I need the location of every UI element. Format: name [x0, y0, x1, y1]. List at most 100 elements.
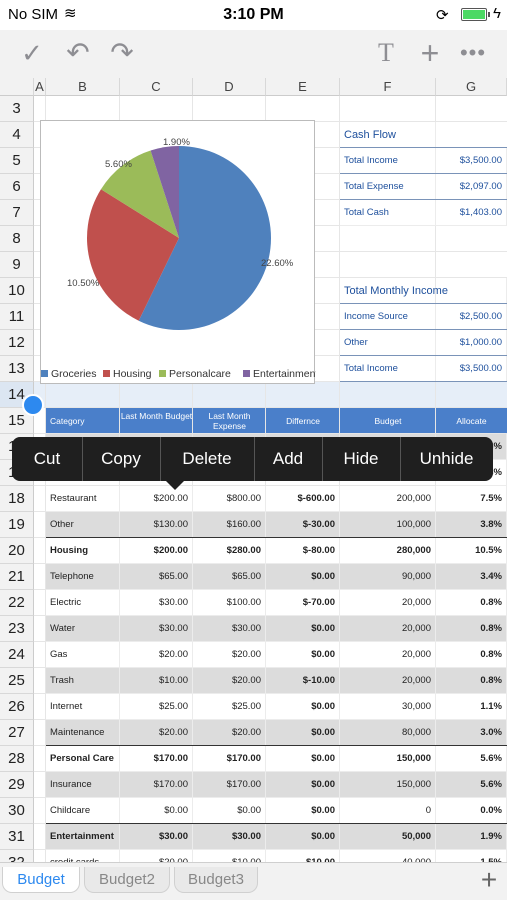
- table-cell-alloc[interactable]: 3.8%: [436, 512, 507, 538]
- column-header-a[interactable]: A: [34, 78, 46, 96]
- table-cell-cat[interactable]: Electric: [46, 590, 120, 616]
- pie-slice-housing[interactable]: [87, 189, 179, 321]
- table-cell-diff[interactable]: $0.00: [266, 564, 340, 590]
- table-cell-budget[interactable]: 20,000: [340, 616, 436, 642]
- table-cell-cat[interactable]: Entertainment: [46, 824, 120, 850]
- table-cell-diff[interactable]: $0.00: [266, 824, 340, 850]
- table-cell-diff[interactable]: $0.00: [266, 772, 340, 798]
- add-icon[interactable]: +: [420, 35, 440, 71]
- table-cell-alloc[interactable]: 0.8%: [436, 668, 507, 694]
- table-cell-lmb[interactable]: $170.00: [120, 746, 193, 772]
- table-cell-lmb[interactable]: $20.00: [120, 720, 193, 746]
- row-header-26[interactable]: 26: [0, 694, 34, 720]
- table-cell-alloc[interactable]: 5.6%: [436, 772, 507, 798]
- table-cell-lmb[interactable]: $10.00: [120, 668, 193, 694]
- table-cell-budget[interactable]: 20,000: [340, 590, 436, 616]
- row-header-18[interactable]: 18: [0, 486, 34, 512]
- table-cell-budget[interactable]: 80,000: [340, 720, 436, 746]
- table-cell-cat[interactable]: Water: [46, 616, 120, 642]
- menu-item-hide[interactable]: Hide: [343, 449, 379, 468]
- table-cell-budget[interactable]: 20,000: [340, 668, 436, 694]
- table-cell-diff[interactable]: $-600.00: [266, 486, 340, 512]
- table-cell-budget[interactable]: 150,000: [340, 746, 436, 772]
- row-header-29[interactable]: 29: [0, 772, 34, 798]
- table-cell-cat[interactable]: Personal Care: [46, 746, 120, 772]
- table-cell-lmb[interactable]: $200.00: [120, 538, 193, 564]
- table-cell-cat[interactable]: Restaurant: [46, 486, 120, 512]
- table-cell-lme[interactable]: $800.00: [193, 486, 266, 512]
- table-cell-diff[interactable]: $0.00: [266, 720, 340, 746]
- row-header-28[interactable]: 28: [0, 746, 34, 772]
- tab-budget3[interactable]: Budget3: [174, 867, 258, 893]
- table-cell-lme[interactable]: $25.00: [193, 694, 266, 720]
- table-cell-cat[interactable]: Housing: [46, 538, 120, 564]
- table-cell-cat[interactable]: Gas: [46, 642, 120, 668]
- table-cell-lme[interactable]: $20.00: [193, 668, 266, 694]
- row-header-9[interactable]: 9: [0, 252, 34, 278]
- table-cell-budget[interactable]: 30,000: [340, 694, 436, 720]
- table-cell-alloc[interactable]: 0.8%: [436, 590, 507, 616]
- table-cell-lme[interactable]: $170.00: [193, 746, 266, 772]
- row-header-20[interactable]: 20: [0, 538, 34, 564]
- table-cell-budget[interactable]: 50,000: [340, 824, 436, 850]
- row-header-13[interactable]: 13: [0, 356, 34, 382]
- table-cell-diff[interactable]: $-70.00: [266, 590, 340, 616]
- column-header-f[interactable]: F: [340, 78, 436, 96]
- table-cell-alloc[interactable]: 3.4%: [436, 564, 507, 590]
- pie-slice-entertainment[interactable]: [150, 146, 179, 238]
- table-cell-lmb[interactable]: $30.00: [120, 590, 193, 616]
- table-cell-alloc[interactable]: 7.5%: [436, 486, 507, 512]
- row-header-32[interactable]: 32: [0, 850, 34, 862]
- table-cell-alloc[interactable]: 1.9%: [436, 824, 507, 850]
- table-cell-lmb[interactable]: $65.00: [120, 564, 193, 590]
- row-header-30[interactable]: 30: [0, 798, 34, 824]
- table-cell-diff[interactable]: $0.00: [266, 746, 340, 772]
- table-cell-lmb[interactable]: $30.00: [120, 824, 193, 850]
- table-cell-diff[interactable]: $-10.00: [266, 668, 340, 694]
- undo-icon[interactable]: ↶: [66, 37, 90, 68]
- table-cell-budget[interactable]: 40,000: [340, 850, 436, 862]
- table-cell-cat[interactable]: Childcare: [46, 798, 120, 824]
- table-cell-lme[interactable]: $65.00: [193, 564, 266, 590]
- row-header-22[interactable]: 22: [0, 590, 34, 616]
- pie-slice-personalcare[interactable]: [100, 150, 179, 238]
- row-header-31[interactable]: 31: [0, 824, 34, 850]
- table-cell-diff[interactable]: $-30.00: [266, 512, 340, 538]
- table-cell-cat[interactable]: Maintenance: [46, 720, 120, 746]
- redo-icon[interactable]: ↷: [110, 37, 134, 68]
- table-cell-budget[interactable]: 0: [340, 798, 436, 824]
- row-header-6[interactable]: 6: [0, 174, 34, 200]
- table-cell-lme[interactable]: $30.00: [193, 824, 266, 850]
- menu-item-delete[interactable]: Delete: [182, 449, 232, 468]
- table-cell-lme[interactable]: $20.00: [193, 642, 266, 668]
- table-cell-lme[interactable]: $20.00: [193, 720, 266, 746]
- tab-budget2[interactable]: Budget2: [84, 867, 170, 893]
- format-text-icon[interactable]: T: [378, 38, 394, 67]
- column-header-e[interactable]: E: [266, 78, 340, 96]
- table-cell-cat[interactable]: Trash: [46, 668, 120, 694]
- table-cell-lmb[interactable]: $30.00: [120, 616, 193, 642]
- pie-chart[interactable]: 1.90% 5.60% 10.50% 22.60% Groceries Housing P…: [40, 120, 316, 384]
- column-header-c[interactable]: C: [120, 78, 193, 96]
- table-cell-lmb[interactable]: $20.00: [120, 850, 193, 862]
- table-cell-lme[interactable]: $30.00: [193, 616, 266, 642]
- tab-budget[interactable]: Budget: [2, 867, 80, 893]
- table-cell-diff[interactable]: $0.00: [266, 694, 340, 720]
- table-cell-diff[interactable]: $-80.00: [266, 538, 340, 564]
- table-cell-lme[interactable]: $160.00: [193, 512, 266, 538]
- table-cell-diff[interactable]: $10.00: [266, 850, 340, 862]
- table-cell-lmb[interactable]: $200.00: [120, 486, 193, 512]
- table-cell-alloc[interactable]: 1.1%: [436, 694, 507, 720]
- table-cell-lmb[interactable]: $25.00: [120, 694, 193, 720]
- table-cell-budget[interactable]: 90,000: [340, 564, 436, 590]
- table-cell-alloc[interactable]: 3.0%: [436, 720, 507, 746]
- table-cell-lme[interactable]: $170.00: [193, 772, 266, 798]
- table-cell-alloc[interactable]: 0.8%: [436, 616, 507, 642]
- table-cell-lme[interactable]: $100.00: [193, 590, 266, 616]
- table-cell-alloc[interactable]: 1.5%: [436, 850, 507, 862]
- table-cell-alloc[interactable]: 0.8%: [436, 642, 507, 668]
- row-header-23[interactable]: 23: [0, 616, 34, 642]
- row-header-4[interactable]: 4: [0, 122, 34, 148]
- row-header-25[interactable]: 25: [0, 668, 34, 694]
- more-icon[interactable]: •••: [459, 40, 487, 65]
